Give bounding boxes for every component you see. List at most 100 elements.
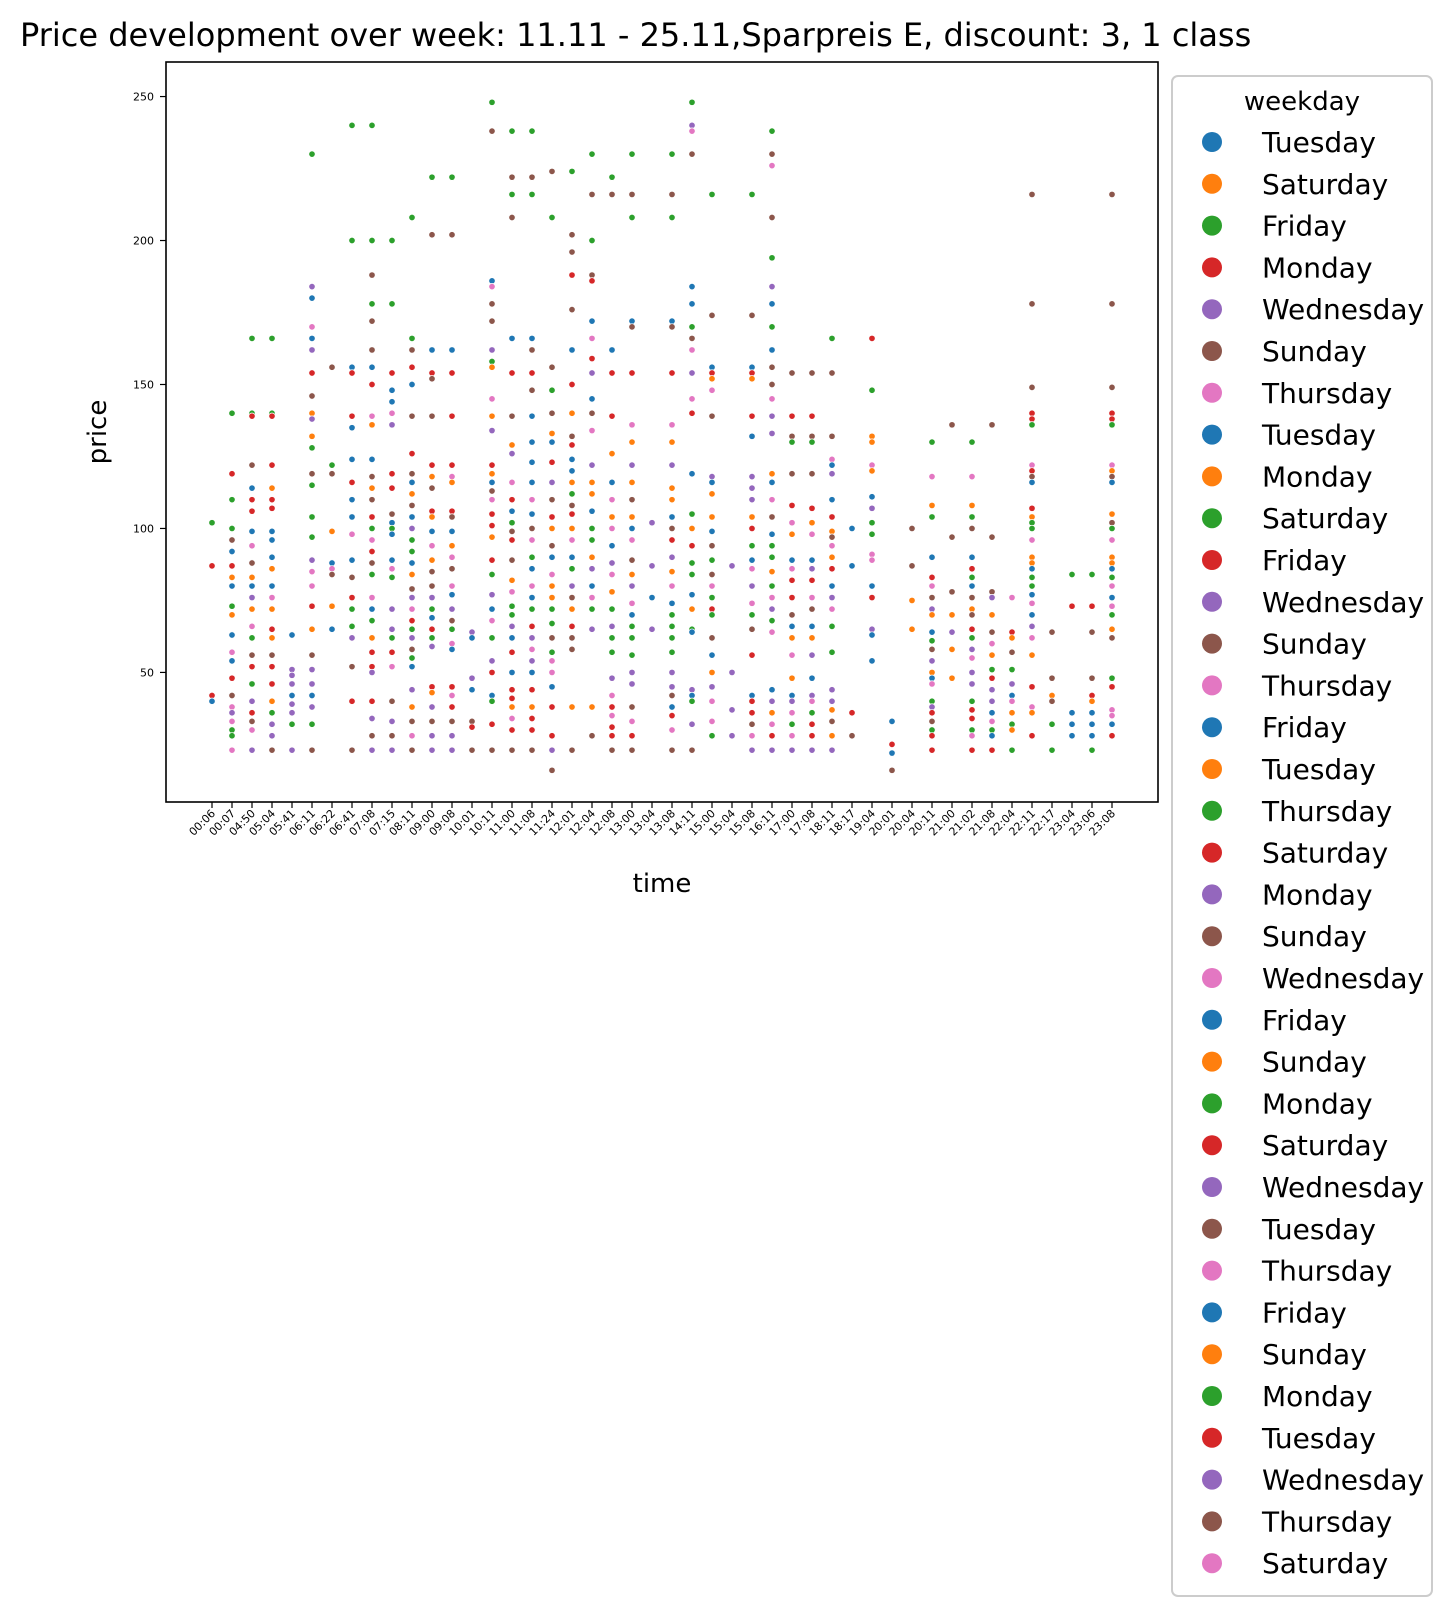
data-point xyxy=(448,703,456,711)
data-point xyxy=(1088,602,1096,610)
data-point xyxy=(348,605,356,613)
data-point xyxy=(1008,634,1016,642)
data-point xyxy=(248,461,256,469)
legend-marker xyxy=(1202,884,1222,905)
data-point xyxy=(968,625,976,633)
data-point xyxy=(608,732,616,740)
data-point xyxy=(928,746,936,754)
legend-marker xyxy=(1202,1260,1222,1281)
data-point xyxy=(668,648,676,656)
data-point xyxy=(288,700,296,708)
legend-entry-label: Friday xyxy=(1262,544,1347,577)
data-point xyxy=(748,565,756,573)
data-point xyxy=(328,461,336,469)
data-point xyxy=(768,380,776,389)
data-point xyxy=(308,665,316,674)
data-point xyxy=(248,582,256,590)
data-point xyxy=(748,542,756,550)
data-point xyxy=(908,562,916,570)
data-point xyxy=(1028,683,1036,691)
data-point xyxy=(868,467,876,475)
data-point xyxy=(428,173,436,181)
legend-entry-label: Thursday xyxy=(1261,669,1392,702)
legend-marker xyxy=(1202,675,1222,696)
data-point xyxy=(1028,611,1036,619)
data-point xyxy=(388,648,396,656)
data-point xyxy=(628,513,636,521)
data-point xyxy=(848,562,856,570)
data-point xyxy=(768,395,776,403)
data-point xyxy=(508,334,516,342)
data-point xyxy=(488,510,496,518)
data-point xyxy=(688,150,696,158)
data-point xyxy=(708,732,716,740)
data-point xyxy=(448,527,456,535)
data-point xyxy=(608,496,616,504)
data-point xyxy=(1068,732,1076,740)
data-point xyxy=(968,668,976,676)
data-point xyxy=(668,726,676,734)
data-point xyxy=(728,732,736,740)
data-point xyxy=(508,478,516,486)
data-point xyxy=(508,694,516,702)
data-point xyxy=(368,271,376,279)
data-point xyxy=(368,363,376,371)
data-point xyxy=(628,651,636,659)
data-point xyxy=(1008,665,1016,674)
data-point xyxy=(488,746,496,754)
data-point xyxy=(808,674,816,682)
data-point xyxy=(388,732,396,740)
data-point xyxy=(408,732,416,740)
data-point xyxy=(668,582,676,590)
data-point xyxy=(328,602,336,610)
legend-entry-label: Sunday xyxy=(1262,335,1367,368)
data-point xyxy=(588,507,596,515)
data-point xyxy=(508,622,516,630)
data-point xyxy=(768,746,776,754)
data-point xyxy=(408,645,416,653)
data-point xyxy=(668,461,676,469)
data-point xyxy=(588,317,596,325)
data-point xyxy=(868,334,876,342)
legend-entry-label: Friday xyxy=(1262,1296,1347,1329)
data-point xyxy=(508,611,516,619)
legend-marker xyxy=(1202,215,1222,236)
data-point xyxy=(608,570,616,579)
data-point xyxy=(268,697,276,705)
data-point xyxy=(928,628,936,636)
data-point xyxy=(488,522,496,530)
data-point xyxy=(768,412,776,420)
data-point xyxy=(608,542,616,550)
legend-marker xyxy=(1202,341,1222,361)
data-point xyxy=(408,478,416,486)
data-point xyxy=(568,582,576,590)
data-point xyxy=(988,697,996,705)
data-point xyxy=(448,683,456,691)
data-point xyxy=(548,478,556,486)
data-point xyxy=(268,565,276,573)
data-point xyxy=(1068,720,1076,728)
data-point xyxy=(448,369,456,377)
data-point xyxy=(548,513,556,521)
data-point xyxy=(248,484,256,492)
data-point xyxy=(428,594,436,602)
data-point xyxy=(608,674,616,682)
data-point xyxy=(508,527,516,535)
legend-entry-label: Wednesday xyxy=(1262,293,1424,326)
data-point xyxy=(508,190,516,199)
data-point xyxy=(808,732,816,740)
data-point xyxy=(268,605,276,613)
data-point xyxy=(1028,383,1036,391)
data-point xyxy=(788,720,796,728)
data-point xyxy=(368,300,376,308)
data-point xyxy=(528,510,536,518)
data-point xyxy=(308,415,316,423)
data-point xyxy=(968,438,976,446)
y-axis: 50 100 150 200 250 xyxy=(133,91,166,679)
data-point xyxy=(488,98,496,106)
data-point xyxy=(308,432,316,440)
data-point xyxy=(388,697,396,705)
data-point xyxy=(628,703,636,711)
data-point xyxy=(828,746,836,754)
legend-entry-label: Saturday xyxy=(1262,1547,1388,1580)
